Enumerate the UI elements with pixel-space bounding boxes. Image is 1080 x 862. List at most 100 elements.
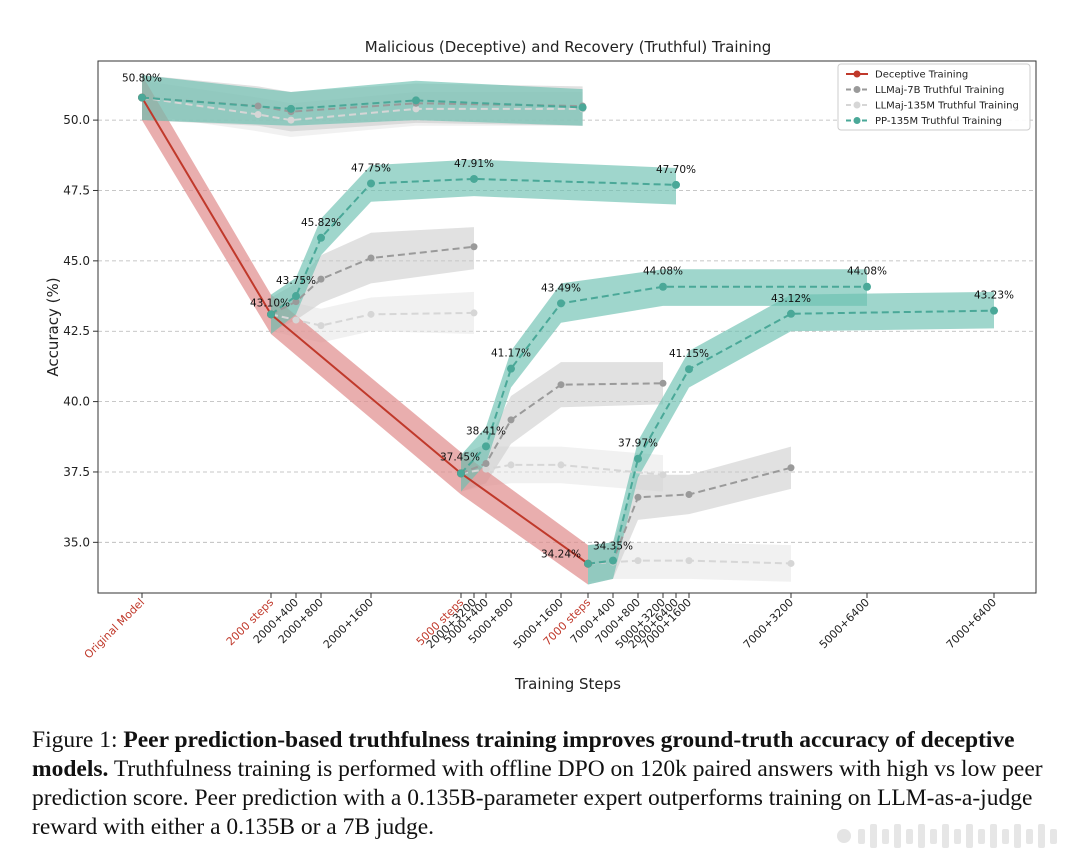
data-label: 41.17%	[491, 348, 531, 360]
x-axis-label: Training Steps	[514, 675, 621, 693]
caption-body-text: Truthfulness training is performed with …	[32, 756, 1043, 840]
data-point	[470, 174, 478, 183]
series-line	[141, 97, 589, 565]
data-point	[367, 254, 375, 262]
data-label: 43.12%	[771, 293, 811, 305]
data-point	[507, 364, 515, 373]
data-point	[317, 233, 325, 242]
caption-bold-text: Peer prediction-based truthfulness train…	[32, 727, 1015, 782]
data-label: 47.91%	[454, 158, 494, 170]
data-point	[412, 96, 420, 105]
data-label: 45.82%	[301, 217, 341, 229]
legend-box	[837, 63, 1031, 131]
data-point	[254, 110, 262, 118]
data-point	[482, 465, 490, 473]
data-point	[787, 559, 795, 567]
data-point	[659, 471, 667, 479]
series-line	[270, 311, 475, 327]
data-point	[367, 310, 375, 318]
series-points	[138, 93, 998, 568]
data-point	[634, 493, 642, 501]
data-point	[254, 102, 262, 110]
legend-marker	[853, 117, 861, 124]
data-point	[685, 557, 693, 565]
data-label: 44.08%	[847, 266, 887, 278]
data-point	[578, 103, 587, 112]
data-point	[138, 93, 146, 102]
y-axis-ticks: 35.0 37.5 40.0 42.5 45.0 47.5 50.0	[63, 113, 98, 549]
data-point	[584, 559, 592, 568]
data-point	[470, 243, 478, 251]
confidence-band	[461, 269, 867, 492]
figure-chart: Malicious (Deceptive) and Recovery (Trut…	[44, 38, 1037, 693]
data-point	[412, 105, 420, 113]
data-label: 43.23%	[974, 290, 1014, 302]
data-point	[507, 416, 515, 424]
series-line	[141, 96, 583, 122]
data-point	[317, 275, 325, 283]
x-tick-label: 5000+6400	[817, 596, 872, 651]
watermark-logo	[837, 824, 1057, 848]
data-label: 37.97%	[618, 438, 658, 450]
data-label: 47.70%	[656, 164, 696, 176]
confidence-band	[588, 446, 791, 585]
data-point	[367, 179, 375, 188]
x-tick-label: 7000+3200	[741, 596, 796, 651]
data-label: 37.45%	[440, 451, 480, 463]
confidence-band	[588, 291, 994, 585]
legend-label: LLMaj-7B Truthful Training	[875, 85, 1004, 96]
series-line	[270, 177, 677, 316]
y-tick-label: 42.5	[63, 324, 90, 338]
series-line	[587, 309, 995, 565]
y-tick-label: 45.0	[63, 254, 90, 268]
x-tick-label: Original Model	[82, 596, 147, 661]
x-axis-ticks: Original Model 2000 steps2000+4002000+800…	[82, 593, 999, 661]
data-labels: 50.80% 43.10% 37.45% 34.24% 43.75% 45.82% 47.7…	[122, 73, 1014, 561]
data-point	[267, 310, 275, 319]
data-label: 43.10%	[250, 297, 290, 309]
data-label: 47.75%	[351, 162, 391, 174]
figure-caption: Figure 1: Peer prediction-based truthful…	[32, 726, 1052, 842]
y-tick-label: 50.0	[63, 113, 90, 127]
legend-marker	[853, 86, 861, 93]
y-axis-label: Accuracy (%)	[44, 277, 62, 376]
data-point	[470, 309, 478, 317]
caption-prefix: Figure 1:	[32, 727, 124, 753]
chart-title: Malicious (Deceptive) and Recovery (Trut…	[365, 38, 772, 56]
data-label: 41.15%	[669, 348, 709, 360]
data-point	[685, 365, 693, 374]
data-point	[990, 306, 998, 315]
data-point	[557, 381, 565, 389]
legend-label: LLMaj-135M Truthful Training	[875, 101, 1019, 112]
y-tick-label: 40.0	[63, 395, 90, 409]
confidence-band	[461, 362, 663, 492]
data-label: 43.75%	[276, 275, 316, 287]
data-point	[557, 461, 565, 469]
legend-marker	[853, 101, 861, 109]
confidence-bands	[142, 75, 994, 585]
data-point	[287, 104, 295, 113]
legend-label: Deceptive Training	[875, 70, 968, 81]
data-point	[787, 464, 795, 472]
confidence-band	[271, 159, 676, 335]
data-point	[634, 454, 642, 463]
data-point	[659, 379, 667, 387]
data-label: 43.49%	[541, 282, 581, 294]
data-point	[287, 116, 295, 124]
data-point	[609, 556, 617, 565]
y-tick-label: 47.5	[63, 183, 90, 197]
data-label: 38.41%	[466, 425, 506, 437]
data-point	[317, 322, 325, 330]
legend-label: PP-135M Truthful Training	[875, 116, 1002, 127]
data-point	[507, 461, 515, 469]
x-tick-label: 2000+1600	[321, 596, 376, 651]
data-point	[292, 316, 300, 324]
confidence-band	[142, 75, 583, 126]
data-point	[787, 309, 795, 318]
data-label: 44.08%	[643, 266, 683, 278]
data-label: 34.24%	[541, 549, 581, 561]
data-point	[672, 180, 680, 189]
y-tick-label: 35.0	[63, 535, 90, 549]
data-point	[685, 490, 693, 498]
x-tick-label: 7000+6400	[944, 596, 999, 651]
